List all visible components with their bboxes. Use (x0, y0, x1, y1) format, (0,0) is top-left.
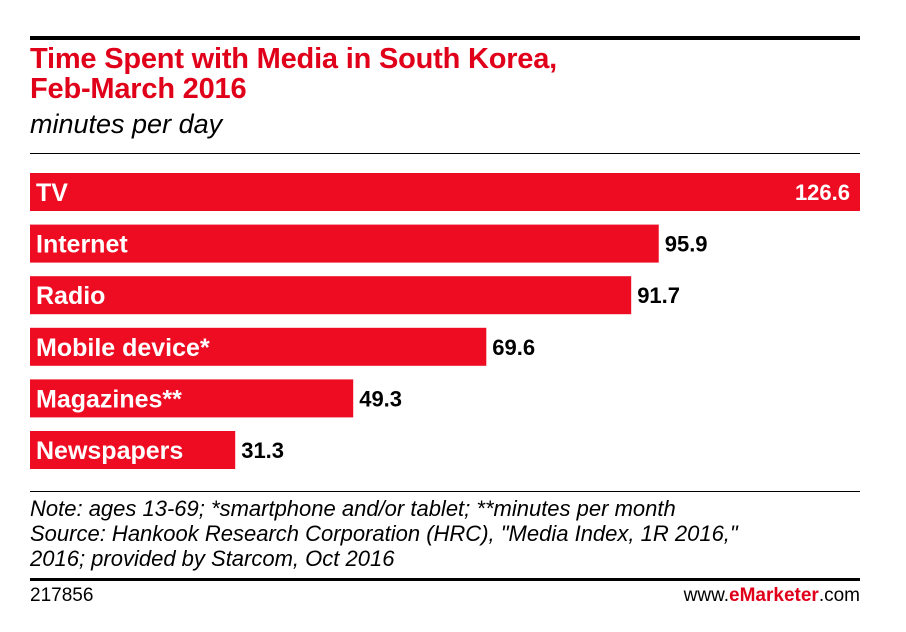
value-label-tv: 126.6 (795, 180, 850, 205)
brand-suffix: .com (818, 585, 860, 606)
source-line: Source: Hankook Research Corporation (HR… (30, 521, 738, 546)
category-label-internet: Internet (36, 231, 128, 259)
bottom-rule (30, 578, 860, 581)
brand-prefix: www. (683, 585, 730, 606)
value-label-internet: 95.9 (665, 232, 708, 257)
bar-mobile-device (30, 327, 487, 366)
category-label-newspapers: Newspapers (36, 437, 183, 465)
top-rule (30, 36, 860, 40)
value-label-magazines: 49.3 (359, 386, 402, 411)
category-label-mobile-device: Mobile device* (36, 334, 210, 362)
chart-title-line-1: Time Spent with Media in South Korea, (30, 43, 558, 75)
header-divider (30, 153, 860, 154)
bar-tv (30, 173, 860, 211)
source-line-continued: 2016; provided by Starcom, Oct 2016 (30, 546, 395, 571)
chart-subtitle: minutes per day (30, 109, 223, 139)
category-label-radio: Radio (36, 282, 105, 310)
bar-radio (30, 276, 632, 315)
category-label-tv: TV (36, 179, 68, 207)
bar-internet (30, 224, 659, 263)
bar-magazines (30, 379, 354, 418)
bar-newspapers (30, 431, 236, 469)
brand-name: eMarketer (729, 585, 819, 606)
notes-divider (30, 491, 860, 492)
value-label-radio: 91.7 (637, 283, 680, 308)
chart-title-line-2: Feb-March 2016 (30, 73, 247, 105)
note-line: Note: ages 13-69; *smartphone and/or tab… (30, 496, 676, 521)
value-label-newspapers: 31.3 (241, 438, 284, 463)
brand-logo[interactable]: www.eMarketer.com (684, 585, 860, 607)
chart-id: 217856 (30, 585, 94, 606)
chart-title: Time Spent with Media in South Korea, Fe… (30, 44, 850, 104)
category-label-magazines: Magazines** (36, 385, 182, 413)
chart-notes: Note: ages 13-69; *smartphone and/or tab… (30, 496, 860, 571)
value-label-mobile-device: 69.6 (492, 335, 535, 360)
